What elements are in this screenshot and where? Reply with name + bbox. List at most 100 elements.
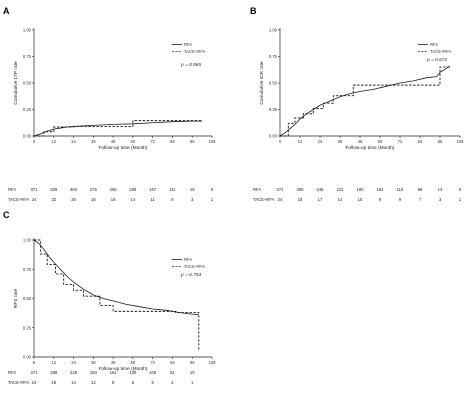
x-tick-label: 60 bbox=[131, 139, 136, 144]
x-tick-label: 96 bbox=[190, 139, 195, 144]
risk-count: 61 bbox=[170, 370, 175, 375]
y-axis-title: Cumulative LTP rate bbox=[13, 61, 19, 105]
y-tick-label: 0.50 bbox=[23, 81, 32, 86]
curve-rfa bbox=[279, 65, 451, 137]
risk-row-label: TACE+RFA bbox=[253, 197, 275, 202]
y-axis-title: Cumulative ICR rate bbox=[259, 61, 265, 105]
y-tick-label: 0.25 bbox=[269, 107, 278, 112]
x-tick-label: 24 bbox=[318, 139, 323, 144]
y-tick-label: 0.25 bbox=[23, 325, 32, 330]
risk-count: 276 bbox=[90, 187, 98, 192]
y-tick-label: 0.00 bbox=[23, 355, 32, 360]
risk-count: 14 bbox=[131, 197, 136, 202]
risk-count: 24 bbox=[32, 197, 37, 202]
y-tick-label: 0.25 bbox=[23, 107, 32, 112]
risk-count: 20 bbox=[71, 197, 76, 202]
legend-label: RFA bbox=[430, 42, 438, 47]
x-tick-label: 12 bbox=[51, 139, 56, 144]
risk-count: 10 bbox=[358, 197, 363, 202]
risk-count: 255 bbox=[110, 187, 118, 192]
legend: RFA TACE+RFA bbox=[172, 42, 206, 54]
risk-count: 18 bbox=[51, 380, 56, 385]
panel-label: C bbox=[3, 210, 10, 220]
x-tick-label: 36 bbox=[338, 139, 343, 144]
km-panel-a: A0.000.250.500.751.000 12 24 36 48 60 72 84 96 10… bbox=[3, 6, 216, 202]
risk-count: 139 bbox=[129, 370, 137, 375]
x-tick-label: 72 bbox=[150, 360, 155, 365]
y-tick-label: 1.00 bbox=[269, 28, 278, 33]
risk-count: 12 bbox=[91, 380, 96, 385]
risk-count: 9 bbox=[379, 197, 382, 202]
y-tick-label: 1.00 bbox=[23, 238, 32, 243]
risk-count: 246 bbox=[317, 187, 325, 192]
risk-count: 16 bbox=[91, 197, 96, 202]
x-tick-label: 12 bbox=[51, 360, 56, 365]
risk-row-label: TACE+RFA bbox=[8, 197, 30, 202]
x-tick-label: 48 bbox=[111, 139, 116, 144]
panel-label: A bbox=[3, 6, 10, 16]
x-tick-label: 72 bbox=[398, 139, 403, 144]
y-axis-title: RFS rate bbox=[13, 289, 19, 309]
risk-count: 304 bbox=[70, 187, 78, 192]
risk-count: 229 bbox=[70, 370, 78, 375]
risk-count: 14 bbox=[338, 197, 343, 202]
x-tick-label: 24 bbox=[71, 360, 76, 365]
risk-count: 4 bbox=[171, 380, 174, 385]
legend-label: RFA bbox=[184, 42, 192, 47]
risk-count: 306 bbox=[297, 187, 305, 192]
curve-tace-rfa bbox=[280, 66, 450, 137]
risk-count: 17 bbox=[318, 197, 323, 202]
x-tick-label: 108 bbox=[209, 360, 217, 365]
km-panel-c: C0.000.250.500.751.000 12 24 36 48 60 72 84 96 10… bbox=[3, 210, 216, 385]
risk-count: 167 bbox=[149, 187, 157, 192]
curve-rfa bbox=[33, 239, 199, 316]
p-value: p = 0.672 bbox=[426, 57, 447, 63]
risk-count: 116 bbox=[397, 187, 404, 192]
x-tick-label: 108 bbox=[457, 139, 465, 144]
x-tick-label: 60 bbox=[378, 139, 383, 144]
x-tick-label: 0 bbox=[33, 360, 36, 365]
y-tick-label: 0.75 bbox=[23, 54, 32, 59]
curve-tace-rfa bbox=[34, 120, 203, 137]
x-tick-label: 36 bbox=[91, 360, 96, 365]
risk-count: 6 bbox=[132, 380, 135, 385]
risk-count: 329 bbox=[50, 187, 58, 192]
risk-count: 0 bbox=[211, 187, 214, 192]
y-tick-label: 0.00 bbox=[269, 134, 278, 139]
y-tick-label: 0.00 bbox=[23, 134, 32, 139]
risk-row-label: RFA bbox=[8, 187, 16, 192]
x-axis-title: Follow-up time (Month) bbox=[345, 145, 394, 151]
risk-count: 24 bbox=[278, 197, 283, 202]
risk-count: 8 bbox=[112, 380, 115, 385]
x-tick-label: 0 bbox=[33, 139, 36, 144]
y-tick-label: 1.00 bbox=[23, 28, 32, 33]
risk-count: 164 bbox=[377, 187, 385, 192]
x-tick-label: 96 bbox=[190, 360, 195, 365]
x-tick-label: 84 bbox=[418, 139, 423, 144]
risk-count: 3 bbox=[439, 197, 442, 202]
risk-count: 6 bbox=[151, 380, 154, 385]
risk-count: 371 bbox=[31, 187, 39, 192]
risk-count: 3 bbox=[191, 197, 194, 202]
risk-count: 1 bbox=[191, 380, 194, 385]
risk-count: 1 bbox=[211, 197, 214, 202]
x-tick-label: 96 bbox=[438, 139, 443, 144]
x-tick-label: 84 bbox=[170, 360, 175, 365]
risk-count: 68 bbox=[418, 187, 423, 192]
risk-count: 212 bbox=[337, 187, 345, 192]
risk-count: 180 bbox=[357, 187, 365, 192]
p-value: p = 0.753 bbox=[180, 272, 201, 278]
risk-count: 11 bbox=[150, 197, 155, 202]
x-tick-label: 84 bbox=[170, 139, 175, 144]
x-tick-label: 60 bbox=[131, 360, 136, 365]
risk-count: 13 bbox=[438, 187, 443, 192]
legend: RFA TACE+RFA bbox=[418, 42, 452, 54]
x-tick-label: 72 bbox=[150, 139, 155, 144]
curve-rfa bbox=[33, 120, 203, 137]
risk-count: 10 bbox=[190, 370, 195, 375]
legend-label: TACE+RFA bbox=[430, 49, 452, 54]
risk-count: 1 bbox=[459, 197, 462, 202]
